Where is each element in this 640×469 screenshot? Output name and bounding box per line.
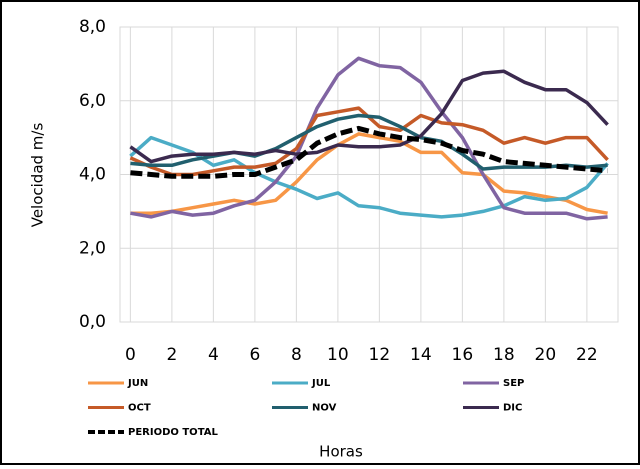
series-line — [130, 113, 608, 171]
legend-label: DIC — [503, 403, 522, 414]
x-tick-label: 22 — [576, 345, 598, 365]
legend-label: NOV — [312, 403, 337, 414]
y-axis-label: Velocidad m/s — [29, 123, 47, 228]
y-tick-label: 4,0 — [79, 165, 106, 185]
y-tick-label: 2,0 — [79, 238, 106, 258]
series-line — [130, 125, 608, 179]
series-line — [129, 135, 609, 219]
series-line — [130, 132, 608, 215]
x-tick-label: 8 — [291, 345, 302, 365]
series-line — [130, 56, 608, 221]
x-tick-label: 10 — [327, 345, 349, 365]
x-tick-label: 6 — [249, 345, 260, 365]
legend-label: OCT — [128, 403, 151, 414]
x-tick-label: 18 — [493, 345, 515, 365]
legend-label: PERIODO TOTAL — [128, 427, 218, 438]
x-tick-label: 14 — [410, 345, 432, 365]
legend-label: SEP — [503, 378, 524, 389]
series-line — [129, 69, 609, 164]
x-axis-label: Horas — [319, 443, 363, 461]
y-tick-label: 0,0 — [79, 312, 106, 332]
x-tick-label: 2 — [166, 345, 177, 365]
x-tick-label: 12 — [369, 345, 391, 365]
legend-label: JUN — [127, 378, 148, 389]
y-tick-label: 6,0 — [79, 91, 106, 111]
x-tick-label: 20 — [535, 345, 557, 365]
x-tick-label: 4 — [208, 345, 219, 365]
x-tick-label: 0 — [125, 345, 136, 365]
legend-label: JUL — [311, 378, 331, 389]
x-tick-label: 16 — [452, 345, 474, 365]
y-tick-label: 8,0 — [79, 17, 106, 37]
